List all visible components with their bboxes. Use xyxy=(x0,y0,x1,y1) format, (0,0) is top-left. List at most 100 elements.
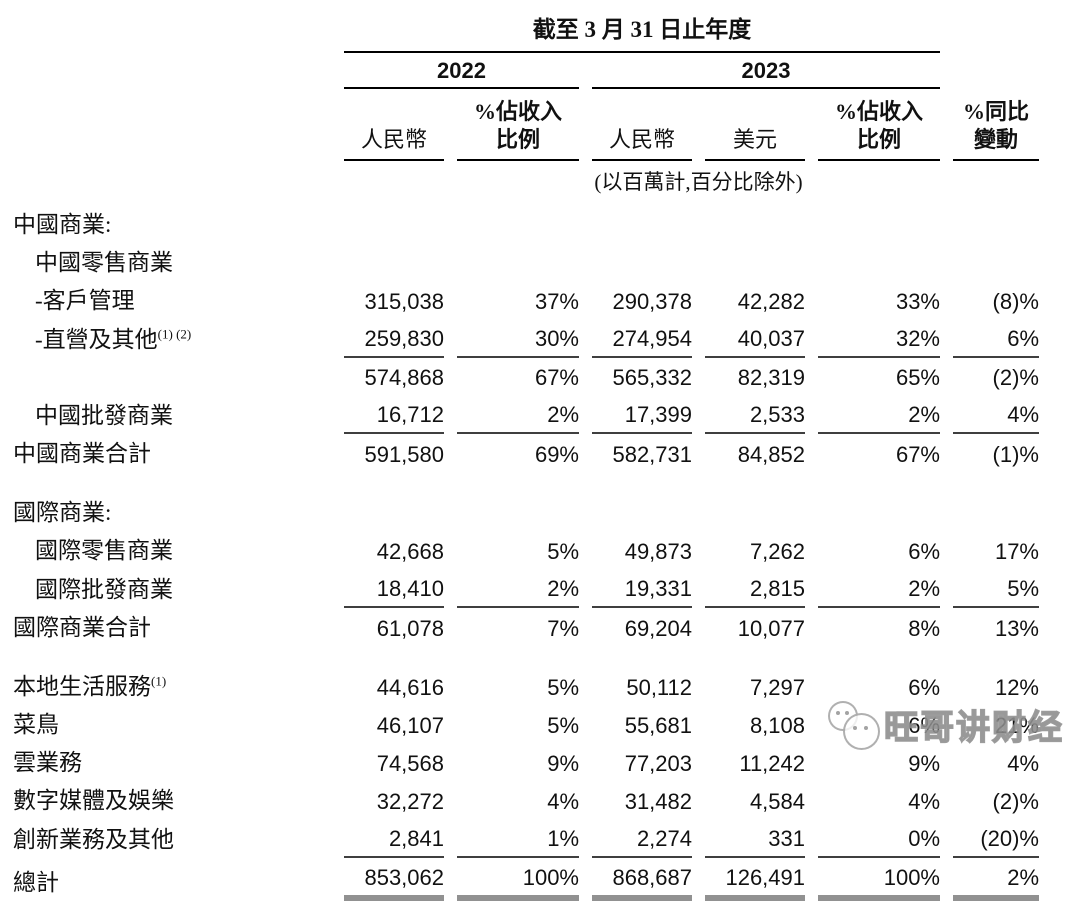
footnote-marker: (1) (2) xyxy=(157,326,192,342)
cell-usd-2023: 84,852 xyxy=(737,442,805,468)
cell-yoy: 13% xyxy=(994,616,1039,642)
cell-pct-2023: 9% xyxy=(908,751,940,777)
cell-yoy: (8)% xyxy=(992,289,1039,315)
cell-yoy: 4% xyxy=(953,395,1039,435)
year-group-row: 2022 2023 xyxy=(13,53,1039,89)
cell-pct-2022: 2% xyxy=(457,569,579,609)
row-digital-media-entertainment: 數字媒體及娛樂 32,272 4% 31,482 4,584 4% (2)% xyxy=(13,781,1039,819)
cell-pct-2022: 100% xyxy=(457,858,579,901)
col-header-yoy-change: %同比 變動 xyxy=(953,89,1039,162)
cell-rmb-2023: 49,873 xyxy=(624,539,692,565)
footnote-marker: (1) xyxy=(151,673,167,689)
cell-pct-2022: 2% xyxy=(457,395,579,435)
cell-usd-2023: 42,282 xyxy=(737,289,805,315)
cell-rmb-2022: 259,830 xyxy=(344,319,444,359)
unit-note-row: (以百萬計,百分比除外) xyxy=(13,161,1039,205)
row-china-retail-subtotal: 574,868 67% 565,332 82,319 65% (2)% xyxy=(13,358,1039,395)
year-2023-header: 2023 xyxy=(592,53,940,89)
cell-yoy: (1)% xyxy=(992,442,1039,468)
cell-rmb-2023: 69,204 xyxy=(624,616,692,642)
row-customer-management: -客戶管理 315,038 37% 290,378 42,282 33% (8)… xyxy=(13,281,1039,319)
cell-usd-2023: 2,815 xyxy=(705,569,805,609)
cell-usd-2023: 126,491 xyxy=(705,858,805,901)
empty-cell xyxy=(953,2,1039,53)
row-intl-commerce-total: 國際商業合計 61,078 7% 69,204 10,077 8% 13% xyxy=(13,608,1039,646)
empty-cell xyxy=(344,161,444,205)
cell-pct-2023: 6% xyxy=(908,539,940,565)
cell-yoy: (20)% xyxy=(953,819,1039,859)
cell-yoy: 4% xyxy=(1007,751,1039,777)
cell-rmb-2022: 32,272 xyxy=(376,789,444,815)
cell-rmb-2023: 31,482 xyxy=(624,789,692,815)
cell-rmb-2023: 290,378 xyxy=(612,289,692,315)
row-label: 中國零售商業 xyxy=(35,250,173,276)
row-label: 中國批發商業 xyxy=(35,403,173,429)
row-label: 國際商業: xyxy=(13,500,112,526)
cell-pct-2022: 30% xyxy=(457,319,579,359)
cell-pct-2023: 67% xyxy=(895,442,940,468)
cell-rmb-2022: 46,107 xyxy=(376,713,444,739)
cell-pct-2023: 6% xyxy=(908,713,940,739)
cell-usd-2023: 40,037 xyxy=(705,319,805,359)
row-label: 本地生活服務(1) xyxy=(13,673,167,700)
col-header-rmb-2023: 人民幣 xyxy=(592,89,692,162)
unit-note: (以百萬計,百分比除外) xyxy=(594,170,803,195)
cell-yoy: 12% xyxy=(994,675,1039,701)
row-grand-total: 總計 853,062 100% 868,687 126,491 100% 2% xyxy=(13,858,1039,901)
cell-pct-2023: 32% xyxy=(818,319,940,359)
empty-cell xyxy=(13,89,331,161)
year-2022-header: 2022 xyxy=(344,53,579,89)
cell-rmb-2023: 274,954 xyxy=(592,319,692,359)
cell-rmb-2023: 868,687 xyxy=(592,858,692,901)
cell-yoy: (2)% xyxy=(992,789,1039,815)
row-label: 菜鳥 xyxy=(13,712,59,738)
col-header-pct-revenue-2023: %佔收入 比例 xyxy=(818,89,940,162)
cell-pct-2023: 4% xyxy=(908,789,940,815)
cell-rmb-2023: 55,681 xyxy=(624,713,692,739)
cell-rmb-2022: 574,868 xyxy=(364,365,444,391)
cell-rmb-2023: 19,331 xyxy=(592,569,692,609)
cell-pct-2023: 2% xyxy=(818,569,940,609)
title-row: 截至 3 月 31 日止年度 xyxy=(13,2,1039,53)
cell-rmb-2022: 74,568 xyxy=(376,751,444,777)
cell-yoy: (2)% xyxy=(992,365,1039,391)
cell-pct-2023: 8% xyxy=(908,616,940,642)
cell-pct-2022: 4% xyxy=(547,789,579,815)
cell-rmb-2022: 44,616 xyxy=(376,675,444,701)
spacer-row xyxy=(13,472,1039,493)
column-header-row: 人民幣 %佔收入 比例 人民幣 美元 %佔收入 比例 %同比 變動 xyxy=(13,89,1039,162)
row-label: 國際商業合計 xyxy=(13,615,151,641)
cell-usd-2023: 2,533 xyxy=(705,395,805,435)
cell-rmb-2022: 16,712 xyxy=(344,395,444,435)
cell-yoy: 17% xyxy=(994,539,1039,565)
col-header-usd-2023: 美元 xyxy=(705,89,805,162)
table-title: 截至 3 月 31 日止年度 xyxy=(344,2,940,53)
cell-usd-2023: 4,584 xyxy=(749,789,805,815)
cell-usd-2023: 8,108 xyxy=(749,713,805,739)
row-intl-retail: 國際零售商業 42,668 5% 49,873 7,262 6% 17% xyxy=(13,531,1039,569)
cell-yoy: 21% xyxy=(994,713,1039,739)
row-direct-sales-and-others: -直營及其他(1) (2) 259,830 30% 274,954 40,037… xyxy=(13,319,1039,359)
row-intl-wholesale: 國際批發商業 18,410 2% 19,331 2,815 2% 5% xyxy=(13,569,1039,609)
row-cainiao: 菜鳥 46,107 5% 55,681 8,108 6% 21% xyxy=(13,705,1039,743)
cell-pct-2023: 65% xyxy=(895,365,940,391)
cell-pct-2022: 5% xyxy=(547,675,579,701)
row-label: 中國商業: xyxy=(13,212,112,238)
empty-cell xyxy=(953,161,1039,205)
cell-usd-2023: 331 xyxy=(705,819,805,859)
cell-pct-2022: 7% xyxy=(547,616,579,642)
row-china-retail-header: 中國零售商業 xyxy=(13,243,1039,281)
col-header-pct-revenue-2022: %佔收入 比例 xyxy=(457,89,579,162)
row-label: 總計 xyxy=(13,870,59,896)
row-innovation-and-others: 創新業務及其他 2,841 1% 2,274 331 0% (20)% xyxy=(13,819,1039,859)
row-label: 中國商業合計 xyxy=(13,441,151,467)
cell-usd-2023: 10,077 xyxy=(737,616,805,642)
cell-usd-2023: 7,297 xyxy=(749,675,805,701)
spacer-row xyxy=(13,646,1039,667)
segment-revenue-table: 截至 3 月 31 日止年度 2022 2023 人民幣 %佔收入 比例 人民幣… xyxy=(0,2,1052,901)
row-label: -直營及其他(1) (2) xyxy=(35,326,192,353)
cell-yoy: 5% xyxy=(953,569,1039,609)
empty-cell xyxy=(13,53,331,89)
empty-cell xyxy=(13,161,331,205)
cell-usd-2023: 7,262 xyxy=(749,539,805,565)
